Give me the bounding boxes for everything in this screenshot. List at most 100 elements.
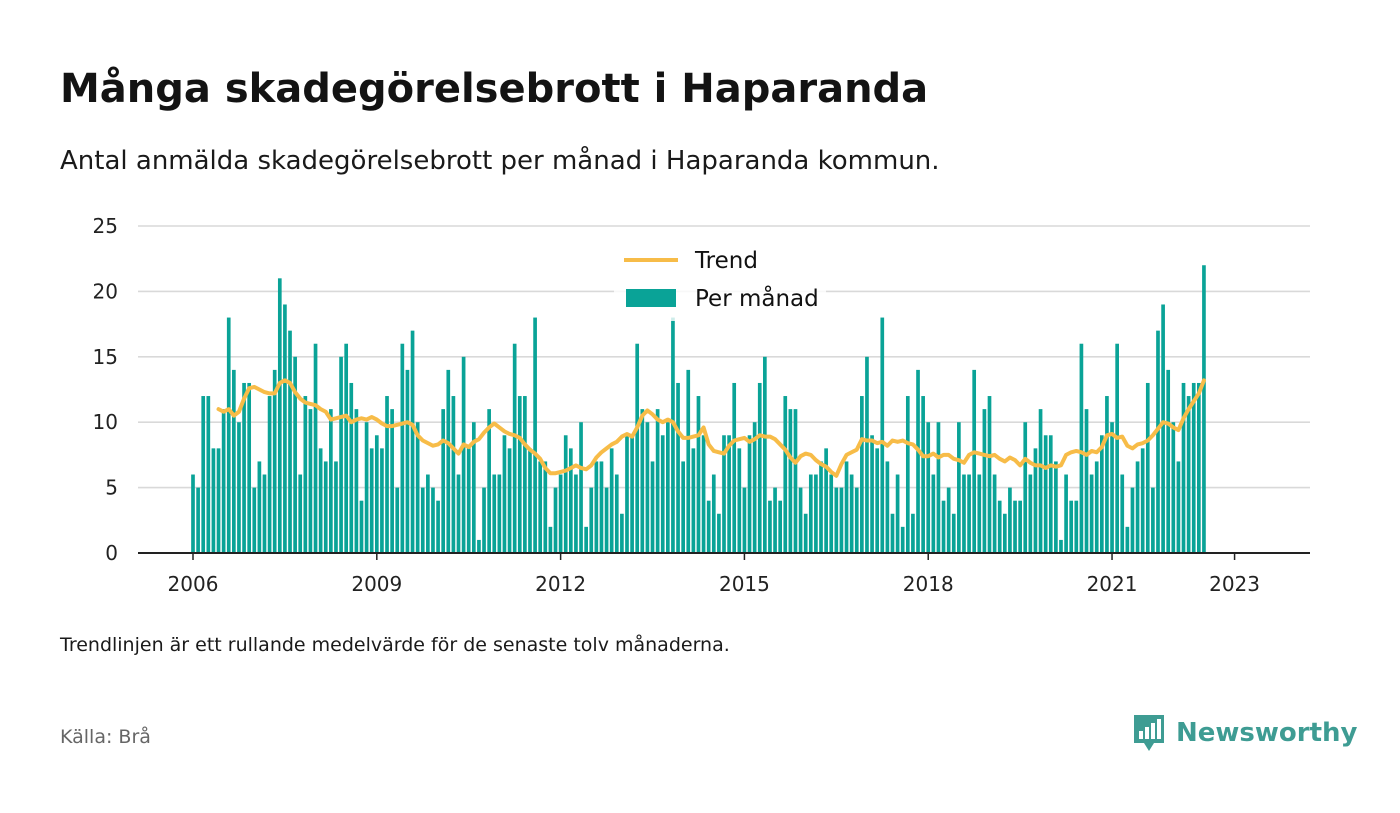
- bar: [798, 487, 803, 553]
- bar: [512, 343, 517, 553]
- bar: [558, 474, 563, 553]
- bar: [844, 461, 849, 553]
- bar: [1023, 422, 1028, 553]
- bar: [742, 487, 747, 553]
- bar: [446, 369, 451, 553]
- bar: [931, 474, 936, 553]
- bar: [992, 474, 997, 553]
- bar: [773, 487, 777, 553]
- bar: [625, 435, 629, 553]
- bar: [242, 382, 246, 553]
- bar: [471, 422, 476, 553]
- chart-title: Många skadegörelsebrott i Haparanda: [60, 66, 929, 112]
- bar: [313, 343, 318, 553]
- bar: [1202, 265, 1206, 553]
- bar: [461, 356, 466, 553]
- bar: [574, 474, 578, 553]
- bar: [538, 461, 543, 553]
- bar: [630, 435, 634, 553]
- bar: [911, 513, 915, 553]
- bar: [553, 487, 558, 553]
- y-tick-label: 5: [105, 476, 118, 500]
- bar: [400, 343, 405, 553]
- bar: [226, 317, 231, 553]
- x-tick-label: 2006: [168, 572, 219, 596]
- bar: [385, 396, 389, 553]
- bar: [834, 487, 839, 553]
- bar: [803, 513, 808, 553]
- bar: [364, 422, 369, 553]
- bar: [451, 396, 456, 553]
- bar: [323, 461, 328, 553]
- bar: [1130, 487, 1135, 553]
- bar: [456, 474, 461, 553]
- bar: [482, 487, 486, 553]
- bar: [696, 396, 701, 553]
- bar: [671, 317, 675, 553]
- bar: [344, 343, 349, 553]
- bar: [997, 500, 1002, 553]
- bar: [972, 369, 977, 553]
- bar: [655, 409, 660, 553]
- x-tick-label: 2023: [1209, 572, 1260, 596]
- x-axis-ticks: 2006 2009 2012 2015 2018 2021 2023: [168, 553, 1260, 596]
- bar: [502, 435, 507, 553]
- bar: [778, 500, 783, 553]
- bar: [206, 396, 211, 553]
- bar: [308, 409, 313, 553]
- bar: [298, 474, 303, 553]
- y-tick-label: 15: [93, 345, 118, 369]
- y-tick-label: 0: [105, 541, 118, 565]
- bar: [349, 382, 354, 553]
- bar: [717, 513, 721, 553]
- bar: [737, 448, 742, 553]
- bar: [1054, 461, 1058, 553]
- bar: [1033, 448, 1038, 553]
- bar: [936, 422, 941, 553]
- bar: [247, 382, 252, 553]
- bar: [706, 500, 711, 553]
- bar: [691, 448, 696, 553]
- bar: [1038, 409, 1043, 553]
- bar: [808, 474, 813, 553]
- bar: [420, 487, 425, 553]
- bar: [752, 422, 757, 553]
- bar: [1094, 461, 1099, 553]
- bar: [211, 448, 216, 553]
- bar: [1186, 396, 1191, 553]
- x-tick-label: 2015: [719, 572, 770, 596]
- bar: [257, 461, 262, 553]
- bar: [895, 474, 900, 553]
- bar: [497, 474, 502, 553]
- bar: [369, 448, 374, 553]
- bar: [196, 487, 200, 553]
- x-tick-label: 2012: [535, 572, 586, 596]
- bar: [466, 448, 471, 553]
- bar: [890, 513, 895, 553]
- bar: [854, 487, 859, 553]
- bar: [303, 396, 308, 553]
- bar: [916, 369, 920, 553]
- bar: [604, 487, 609, 553]
- bar: [1084, 409, 1089, 553]
- bar: [1079, 343, 1084, 553]
- bar: [1197, 382, 1201, 553]
- bar: [1043, 435, 1048, 553]
- bar: [221, 409, 226, 553]
- bar: [1135, 461, 1140, 553]
- bar: [533, 317, 537, 553]
- brand-logo[interactable]: Newsworthy: [1132, 712, 1357, 754]
- legend-bar-swatch: [626, 289, 676, 307]
- bar: [1048, 435, 1053, 553]
- bar: [568, 448, 573, 553]
- bar: [487, 409, 491, 553]
- bar: [666, 422, 670, 553]
- bar: [594, 461, 599, 553]
- bar: [339, 356, 343, 553]
- bar: [814, 474, 818, 553]
- bar: [839, 487, 844, 553]
- x-tick-label: 2009: [351, 572, 402, 596]
- bar: [788, 409, 793, 553]
- y-tick-label: 20: [93, 279, 118, 303]
- bar: [237, 422, 241, 553]
